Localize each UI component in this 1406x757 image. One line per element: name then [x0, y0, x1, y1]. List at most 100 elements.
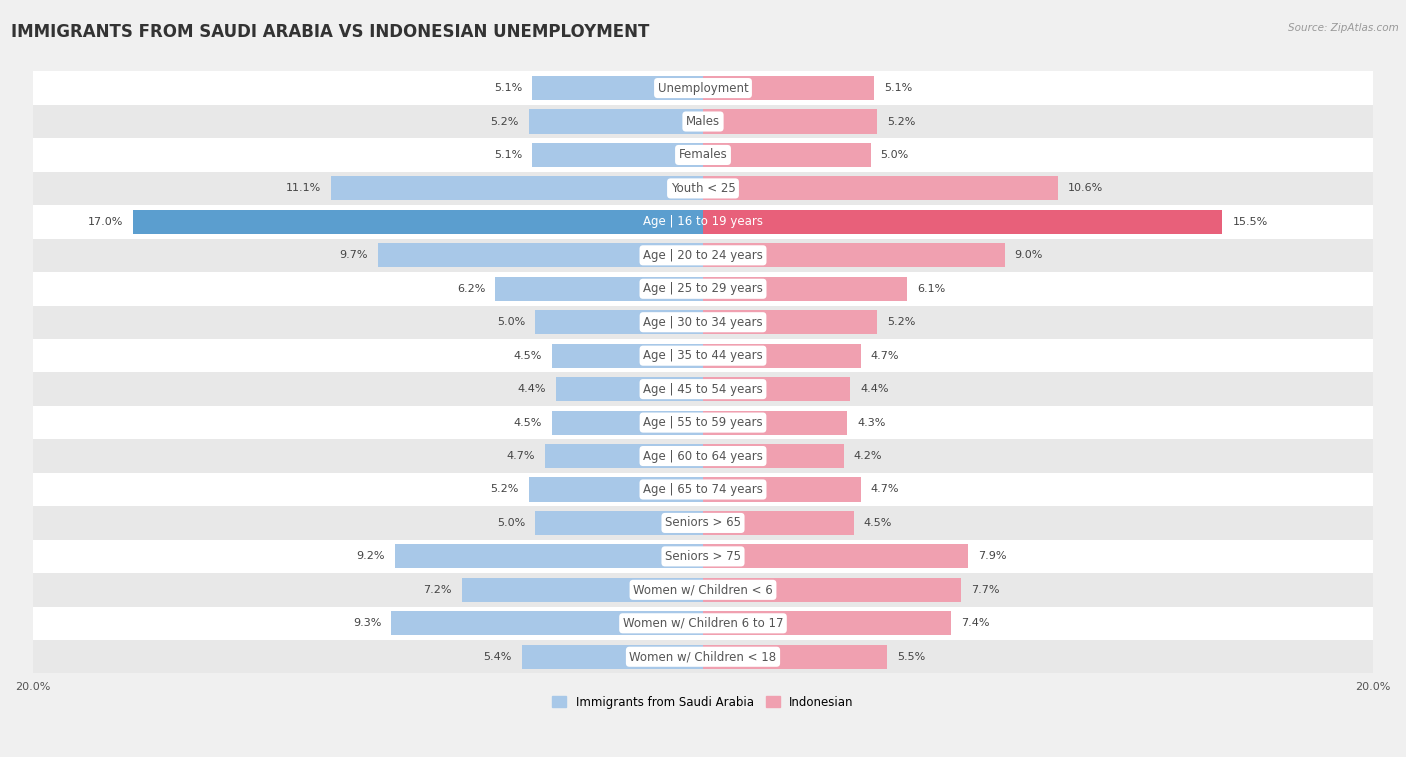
- Bar: [32, 573, 1374, 606]
- Bar: [495, 277, 703, 301]
- Bar: [378, 243, 703, 267]
- Text: Age | 35 to 44 years: Age | 35 to 44 years: [643, 349, 763, 362]
- Bar: [391, 611, 703, 635]
- Bar: [703, 210, 1222, 234]
- Text: Seniors > 65: Seniors > 65: [665, 516, 741, 529]
- Text: 5.0%: 5.0%: [498, 317, 526, 327]
- Text: 4.5%: 4.5%: [513, 350, 543, 360]
- Bar: [703, 176, 1059, 201]
- Text: Age | 25 to 29 years: Age | 25 to 29 years: [643, 282, 763, 295]
- Bar: [461, 578, 703, 602]
- Text: 4.7%: 4.7%: [870, 350, 898, 360]
- Bar: [553, 410, 703, 435]
- Bar: [32, 139, 1374, 172]
- Bar: [32, 272, 1374, 306]
- Bar: [703, 578, 962, 602]
- Bar: [553, 344, 703, 368]
- Text: Age | 55 to 59 years: Age | 55 to 59 years: [643, 416, 763, 429]
- Bar: [531, 143, 703, 167]
- Bar: [32, 104, 1374, 139]
- Bar: [703, 478, 860, 502]
- Bar: [32, 540, 1374, 573]
- Bar: [32, 205, 1374, 238]
- Legend: Immigrants from Saudi Arabia, Indonesian: Immigrants from Saudi Arabia, Indonesian: [547, 691, 859, 714]
- Text: 5.1%: 5.1%: [884, 83, 912, 93]
- Bar: [703, 76, 875, 100]
- Text: 4.7%: 4.7%: [508, 451, 536, 461]
- Text: 15.5%: 15.5%: [1233, 217, 1268, 227]
- Text: 7.2%: 7.2%: [423, 585, 451, 595]
- Bar: [32, 372, 1374, 406]
- Text: Youth < 25: Youth < 25: [671, 182, 735, 195]
- Text: 5.2%: 5.2%: [491, 484, 519, 494]
- Text: 5.1%: 5.1%: [494, 83, 522, 93]
- Bar: [32, 406, 1374, 439]
- Bar: [703, 444, 844, 468]
- Text: Age | 16 to 19 years: Age | 16 to 19 years: [643, 216, 763, 229]
- Bar: [546, 444, 703, 468]
- Bar: [330, 176, 703, 201]
- Text: Age | 45 to 54 years: Age | 45 to 54 years: [643, 382, 763, 396]
- Bar: [529, 478, 703, 502]
- Text: 6.2%: 6.2%: [457, 284, 485, 294]
- Bar: [703, 277, 907, 301]
- Text: 4.2%: 4.2%: [853, 451, 883, 461]
- Text: 4.3%: 4.3%: [858, 418, 886, 428]
- Bar: [32, 506, 1374, 540]
- Text: Age | 65 to 74 years: Age | 65 to 74 years: [643, 483, 763, 496]
- Text: Age | 60 to 64 years: Age | 60 to 64 years: [643, 450, 763, 463]
- Text: Unemployment: Unemployment: [658, 82, 748, 95]
- Text: Age | 30 to 34 years: Age | 30 to 34 years: [643, 316, 763, 329]
- Text: 5.2%: 5.2%: [887, 117, 915, 126]
- Text: 9.2%: 9.2%: [356, 551, 385, 562]
- Text: 9.3%: 9.3%: [353, 618, 381, 628]
- Bar: [522, 645, 703, 668]
- Bar: [703, 611, 950, 635]
- Bar: [395, 544, 703, 569]
- Bar: [32, 71, 1374, 104]
- Bar: [536, 310, 703, 335]
- Bar: [703, 377, 851, 401]
- Text: 5.2%: 5.2%: [887, 317, 915, 327]
- Text: 5.0%: 5.0%: [498, 518, 526, 528]
- Text: 7.4%: 7.4%: [962, 618, 990, 628]
- Bar: [32, 306, 1374, 339]
- Text: Seniors > 75: Seniors > 75: [665, 550, 741, 563]
- Text: 9.7%: 9.7%: [339, 251, 368, 260]
- Bar: [32, 238, 1374, 272]
- Bar: [134, 210, 703, 234]
- Text: 4.7%: 4.7%: [870, 484, 898, 494]
- Bar: [703, 344, 860, 368]
- Text: 11.1%: 11.1%: [285, 183, 321, 194]
- Text: Women w/ Children < 18: Women w/ Children < 18: [630, 650, 776, 663]
- Bar: [32, 439, 1374, 473]
- Bar: [703, 310, 877, 335]
- Text: 5.2%: 5.2%: [491, 117, 519, 126]
- Text: 17.0%: 17.0%: [87, 217, 124, 227]
- Text: 5.5%: 5.5%: [897, 652, 925, 662]
- Text: IMMIGRANTS FROM SAUDI ARABIA VS INDONESIAN UNEMPLOYMENT: IMMIGRANTS FROM SAUDI ARABIA VS INDONESI…: [11, 23, 650, 41]
- Bar: [703, 143, 870, 167]
- Bar: [703, 243, 1005, 267]
- Bar: [32, 606, 1374, 640]
- Bar: [703, 410, 848, 435]
- Text: 10.6%: 10.6%: [1069, 183, 1104, 194]
- Text: Women w/ Children < 6: Women w/ Children < 6: [633, 584, 773, 597]
- Bar: [703, 511, 853, 535]
- Text: 9.0%: 9.0%: [1015, 251, 1043, 260]
- Text: Females: Females: [679, 148, 727, 161]
- Text: 5.0%: 5.0%: [880, 150, 908, 160]
- Bar: [32, 473, 1374, 506]
- Text: Women w/ Children 6 to 17: Women w/ Children 6 to 17: [623, 617, 783, 630]
- Bar: [531, 76, 703, 100]
- Text: 5.1%: 5.1%: [494, 150, 522, 160]
- Text: 4.4%: 4.4%: [517, 384, 546, 394]
- Bar: [32, 172, 1374, 205]
- Bar: [32, 339, 1374, 372]
- Text: 4.5%: 4.5%: [863, 518, 893, 528]
- Bar: [536, 511, 703, 535]
- Text: 4.5%: 4.5%: [513, 418, 543, 428]
- Bar: [529, 110, 703, 133]
- Text: 6.1%: 6.1%: [918, 284, 946, 294]
- Text: Males: Males: [686, 115, 720, 128]
